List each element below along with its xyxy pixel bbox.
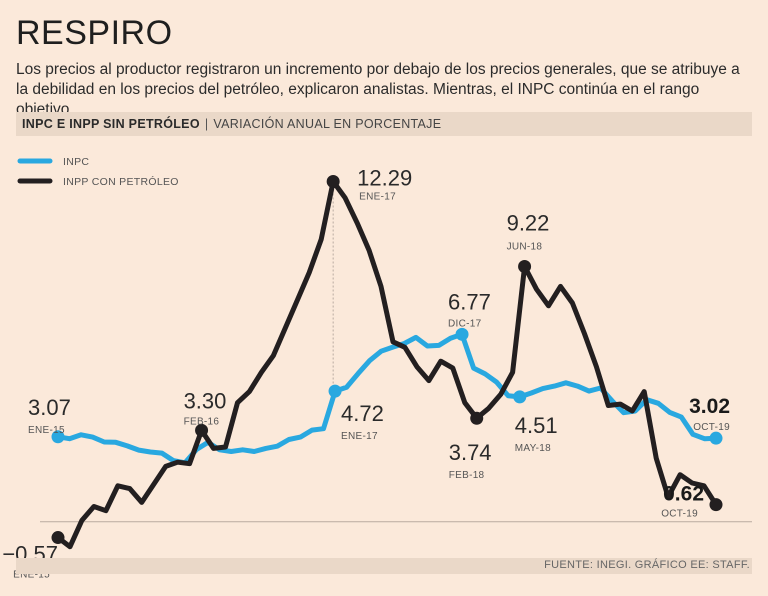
source-note: FUENTE: INEGI. GRÁFICO EE: STAFF. — [544, 559, 750, 571]
data-label-date: DIC-17 — [448, 318, 482, 329]
point-layer — [51, 175, 723, 545]
data-point-inpc-may-18 — [513, 390, 527, 404]
data-label-value: 3.02 — [689, 395, 730, 418]
data-label-date: FEB-16 — [184, 416, 220, 427]
data-label-date: OCT-19 — [661, 509, 698, 520]
data-point-inpp-jun-18 — [518, 260, 532, 274]
data-label-date: ENE-15 — [28, 425, 65, 436]
data-label-value: 4.51 — [515, 413, 558, 438]
data-label-date: ENE-15 — [13, 570, 50, 581]
chart-subtitle: Los precios al productor registraron un … — [16, 61, 740, 118]
data-point-inpp-oct-19 — [709, 498, 723, 512]
chart-header-separator: | — [204, 117, 209, 131]
data-label-date: JUN-18 — [507, 242, 543, 253]
data-label-value: 0.62 — [663, 483, 704, 506]
data-label-value: 4.72 — [341, 401, 384, 426]
data-point-inpc-ene-17 — [328, 384, 342, 398]
data-point-inpc-ene-15 — [51, 430, 65, 444]
series-line-inpc — [55, 331, 719, 466]
legend: INPC INPP CON PETRÓLEO — [17, 156, 179, 188]
chart-header-band: INPC E INPP SIN PETRÓLEO | VARIACIÓN ANU… — [16, 112, 752, 136]
series-line-inpp — [55, 179, 719, 550]
legend-label-inpc: INPC — [63, 156, 89, 168]
data-point-inpc-oct-19 — [709, 431, 723, 445]
chart-title: RESPIRO — [16, 14, 173, 52]
data-point-inpp-ene-15 — [51, 531, 65, 545]
footer-band — [16, 558, 752, 574]
chart-header-light: VARIACIÓN ANUAL EN PORCENTAJE — [213, 117, 442, 131]
data-label-date: ENE-17 — [341, 431, 378, 442]
chart-header-bold: INPC E INPP SIN PETRÓLEO — [22, 117, 200, 131]
data-point-inpp-feb-16 — [195, 423, 209, 437]
series-layer — [55, 179, 719, 550]
data-label-date: FEB-18 — [449, 470, 485, 481]
data-point-inpc-dic-17 — [455, 327, 469, 341]
data-label-date: OCT-19 — [693, 422, 730, 433]
data-label-value: 3.30 — [184, 388, 227, 413]
legend-label-inpp: INPP CON PETRÓLEO — [63, 175, 179, 188]
data-label-value: 3.74 — [449, 440, 492, 465]
label-layer: 3.07 ENE-15 4.72 ENE-17 6.77 DIC-17 4.51 MAY-18… — [2, 166, 730, 581]
data-label-value: 3.07 — [28, 395, 71, 420]
data-label-value: 6.77 — [448, 289, 491, 314]
data-label-value: 9.22 — [507, 211, 550, 236]
data-point-inpp-ene-17 — [326, 175, 340, 189]
data-label-date: MAY-18 — [515, 443, 551, 454]
data-label-date: ENE-17 — [359, 192, 396, 203]
data-label-value: 12.29 — [357, 166, 412, 191]
data-point-inpp-feb-18 — [470, 411, 484, 425]
